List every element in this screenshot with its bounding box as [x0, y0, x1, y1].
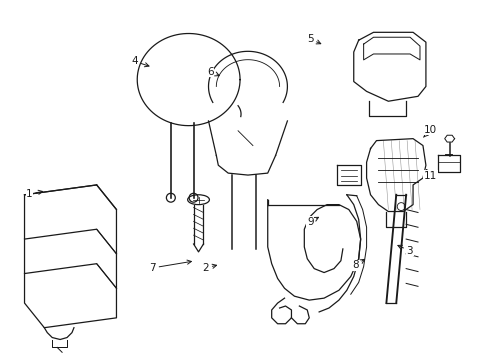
Text: 2: 2	[202, 263, 216, 273]
Text: 5: 5	[306, 34, 320, 44]
Text: 6: 6	[207, 67, 219, 77]
Text: 1: 1	[26, 189, 42, 199]
Text: 10: 10	[423, 125, 436, 137]
Text: 3: 3	[397, 245, 412, 256]
Text: 4: 4	[131, 56, 149, 67]
Text: 11: 11	[423, 170, 436, 181]
Text: 8: 8	[352, 259, 364, 270]
Text: 7: 7	[149, 260, 191, 273]
Text: 9: 9	[306, 217, 318, 227]
